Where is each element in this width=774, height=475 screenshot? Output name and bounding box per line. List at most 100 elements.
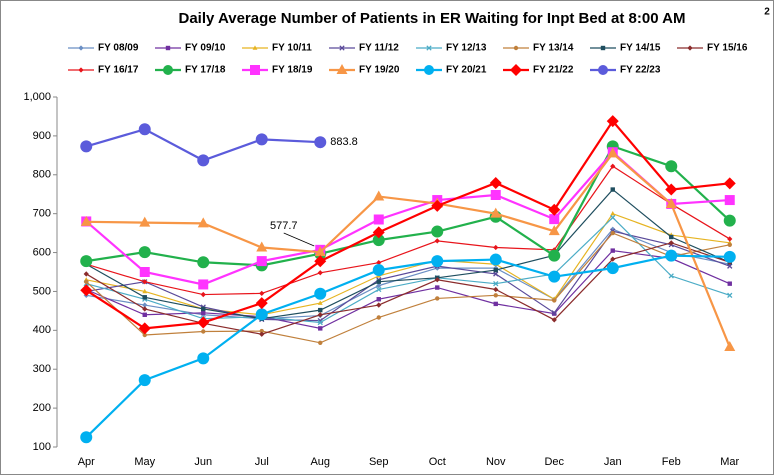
marker xyxy=(256,241,268,252)
y-tick-label: 100 xyxy=(33,441,51,453)
series xyxy=(80,147,736,352)
legend-marker xyxy=(163,65,173,75)
marker xyxy=(139,216,151,227)
title-note: 2 xyxy=(764,7,770,18)
marker xyxy=(197,316,210,329)
marker xyxy=(200,291,206,298)
marker xyxy=(80,255,93,268)
marker xyxy=(318,340,323,345)
legend-marker xyxy=(165,45,171,51)
legend-item: FY 20/21 xyxy=(416,65,487,76)
y-tick-label: 900 xyxy=(33,130,51,142)
legend-label: FY 14/15 xyxy=(620,43,661,54)
marker xyxy=(606,115,619,128)
marker xyxy=(259,290,265,297)
marker xyxy=(80,431,93,444)
marker xyxy=(665,183,678,196)
x-tick-label: May xyxy=(134,456,155,468)
annotation-leader xyxy=(283,232,315,247)
y-tick-label: 600 xyxy=(33,246,51,258)
legend-label: FY 15/16 xyxy=(707,43,748,54)
marker xyxy=(259,328,264,334)
marker xyxy=(727,292,733,298)
marker xyxy=(431,199,444,212)
marker xyxy=(552,298,557,303)
marker xyxy=(255,133,268,146)
marker xyxy=(314,287,327,300)
series xyxy=(83,240,733,337)
legend-label: FY 17/18 xyxy=(185,65,226,76)
marker xyxy=(548,225,560,236)
marker xyxy=(318,307,323,313)
marker xyxy=(314,246,326,257)
chart-title: Daily Average Number of Patients in ER W… xyxy=(178,10,685,27)
legend-marker xyxy=(687,45,693,51)
marker xyxy=(727,242,732,247)
marker xyxy=(610,211,616,216)
marker xyxy=(435,285,440,290)
legend-marker xyxy=(424,65,434,75)
marker xyxy=(256,256,267,267)
marker xyxy=(138,322,151,335)
marker xyxy=(606,262,619,275)
marker xyxy=(610,163,616,169)
marker xyxy=(142,302,148,308)
marker xyxy=(548,249,561,262)
marker xyxy=(431,225,444,238)
marker xyxy=(80,140,93,153)
marker xyxy=(376,282,382,289)
marker xyxy=(198,279,209,290)
series-line xyxy=(86,145,731,267)
marker xyxy=(317,270,323,276)
marker xyxy=(727,281,732,286)
marker xyxy=(376,279,381,284)
marker xyxy=(376,315,381,320)
legend-label: FY 16/17 xyxy=(98,65,139,76)
marker xyxy=(548,270,561,283)
y-tick-label: 300 xyxy=(33,363,51,375)
legend-item: FY 09/10 xyxy=(155,43,226,54)
legend-item: FY 12/13 xyxy=(416,43,487,54)
marker xyxy=(723,177,736,190)
marker xyxy=(493,244,499,251)
marker xyxy=(665,197,677,208)
marker xyxy=(197,256,210,269)
legend-marker xyxy=(598,65,608,75)
legend-label: FY 10/11 xyxy=(272,43,312,54)
marker xyxy=(142,279,148,285)
marker xyxy=(724,195,735,206)
marker xyxy=(376,297,381,302)
series-line xyxy=(85,119,730,330)
legend-item: FY 18/19 xyxy=(242,65,313,76)
legend-label: FY 11/12 xyxy=(359,43,399,54)
marker xyxy=(493,286,499,293)
marker xyxy=(434,277,440,283)
series-line xyxy=(86,249,730,330)
marker xyxy=(372,234,385,247)
marker xyxy=(548,203,561,216)
series xyxy=(80,115,736,335)
legend-label: FY 18/19 xyxy=(272,65,313,76)
annotation: 883.8 xyxy=(330,136,358,148)
marker xyxy=(610,230,615,236)
legend-label: FY 13/14 xyxy=(533,43,574,54)
marker xyxy=(314,255,327,268)
marker xyxy=(142,332,147,338)
marker xyxy=(317,319,323,326)
x-tick-label: Aug xyxy=(310,456,330,468)
marker xyxy=(489,176,502,189)
legend-marker xyxy=(336,64,348,74)
x-tick-label: Apr xyxy=(78,456,95,468)
x-tick-label: Feb xyxy=(662,456,681,468)
marker xyxy=(373,214,384,225)
legend-label: FY 12/13 xyxy=(446,43,487,54)
marker xyxy=(138,374,151,387)
legend-item: FY 16/17 xyxy=(68,65,139,76)
marker xyxy=(551,317,557,323)
y-tick-label: 1,000 xyxy=(23,91,51,103)
legend-item: FY 13/14 xyxy=(503,43,574,54)
marker xyxy=(201,306,206,312)
legend-item: FY 17/18 xyxy=(155,65,226,76)
marker xyxy=(610,187,615,192)
